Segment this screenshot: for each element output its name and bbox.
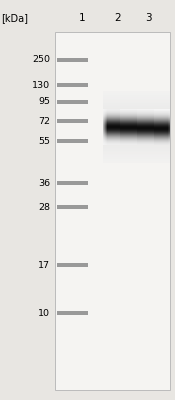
Bar <box>57 311 88 315</box>
Bar <box>57 100 88 104</box>
Bar <box>55 32 170 390</box>
Bar <box>57 263 88 267</box>
Text: 250: 250 <box>32 56 50 64</box>
Bar <box>57 83 88 87</box>
Text: 28: 28 <box>38 202 50 212</box>
Text: 72: 72 <box>38 116 50 126</box>
Bar <box>57 119 88 123</box>
Text: 17: 17 <box>38 260 50 270</box>
Text: 36: 36 <box>38 178 50 188</box>
Text: [kDa]: [kDa] <box>1 13 28 23</box>
Bar <box>57 58 88 62</box>
Text: 1: 1 <box>79 13 85 23</box>
Text: 95: 95 <box>38 98 50 106</box>
Bar <box>57 181 88 185</box>
Text: 130: 130 <box>32 80 50 90</box>
Bar <box>57 139 88 143</box>
Text: 10: 10 <box>38 308 50 318</box>
Text: 2: 2 <box>115 13 121 23</box>
Text: 3: 3 <box>145 13 151 23</box>
Text: 55: 55 <box>38 136 50 146</box>
Bar <box>57 205 88 209</box>
